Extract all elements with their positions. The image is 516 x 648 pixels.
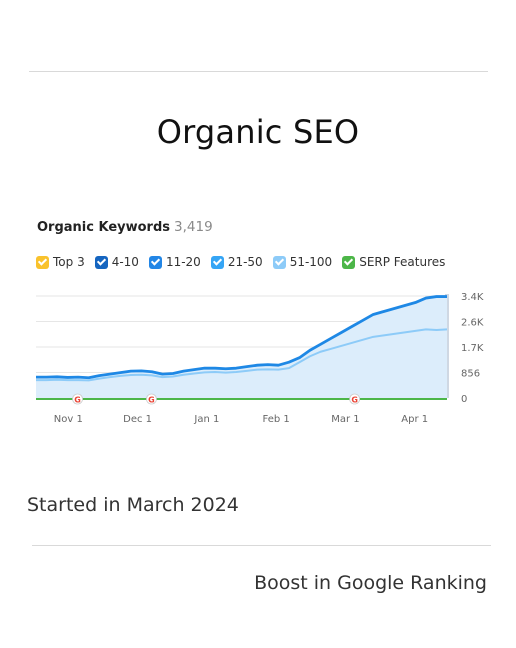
legend-label: 11-20 xyxy=(165,255,201,269)
legend-label: 51-100 xyxy=(289,255,333,269)
x-tick-label: Dec 1 xyxy=(123,414,152,425)
keyword-count: 3,419 xyxy=(174,219,213,235)
checkbox-icon[interactable] xyxy=(148,255,162,269)
legend-top3[interactable]: Top 3 xyxy=(36,255,85,269)
google-icon-letter: G xyxy=(148,396,155,405)
chart-legend: Top 3 4-10 11-20 21-50 51-100 SERP Featu… xyxy=(36,255,455,269)
area-fill xyxy=(36,296,447,398)
chart-title: Organic Keywords xyxy=(37,220,171,235)
legend-label: Top 3 xyxy=(53,255,85,269)
checkbox-icon[interactable] xyxy=(36,255,49,269)
x-tick-label: Jan 1 xyxy=(193,414,219,425)
divider-middle xyxy=(32,545,491,546)
y-tick-label: 0 xyxy=(461,394,467,405)
caption-started: Started in March 2024 xyxy=(27,494,239,516)
y-tick-label: 1.7K xyxy=(461,343,484,354)
google-icon xyxy=(146,393,157,405)
checkbox-icon[interactable] xyxy=(94,255,108,269)
google-icon xyxy=(349,393,361,405)
chart-header: Organic Keywords 3,419 xyxy=(37,219,213,235)
google-icon-letter: G xyxy=(74,396,81,405)
legend-label: 4-10 xyxy=(111,255,139,269)
y-tick-label: 2.6K xyxy=(461,318,484,329)
legend-label: 21-50 xyxy=(227,255,263,269)
x-tick-label: Mar 1 xyxy=(331,414,359,425)
divider-top xyxy=(29,71,488,72)
series-line-4-10 xyxy=(36,295,447,380)
keywords-chart: 3.4K 2.6K 1.7K 856 0 Nov 1 Dec 1 Jan 1 Feb 1 Mar … xyxy=(36,292,484,425)
google-icon xyxy=(72,393,83,405)
legend-11-20[interactable]: 11-20 xyxy=(148,255,201,269)
google-icon-letter: G xyxy=(351,396,358,405)
legend-51-100[interactable]: 51-100 xyxy=(272,255,333,269)
y-tick-label: 3.4K xyxy=(461,292,484,303)
y-tick-label: 856 xyxy=(461,369,480,380)
legend-serp-features[interactable]: SERP Features xyxy=(342,255,445,269)
series-line-51-100 xyxy=(36,328,448,382)
x-tick-label: Apr 1 xyxy=(401,414,428,425)
caption-boost: Boost in Google Ranking xyxy=(254,572,487,594)
checkbox-icon[interactable] xyxy=(272,255,286,269)
legend-label: SERP Features xyxy=(359,255,446,269)
legend-4-10[interactable]: 4-10 xyxy=(94,255,139,269)
checkbox-icon[interactable] xyxy=(342,255,356,269)
page-title: Organic SEO xyxy=(156,113,360,151)
checkbox-icon[interactable] xyxy=(210,255,224,269)
x-tick-label: Nov 1 xyxy=(54,414,83,425)
x-tick-label: Feb 1 xyxy=(263,414,290,425)
legend-21-50[interactable]: 21-50 xyxy=(210,255,263,269)
